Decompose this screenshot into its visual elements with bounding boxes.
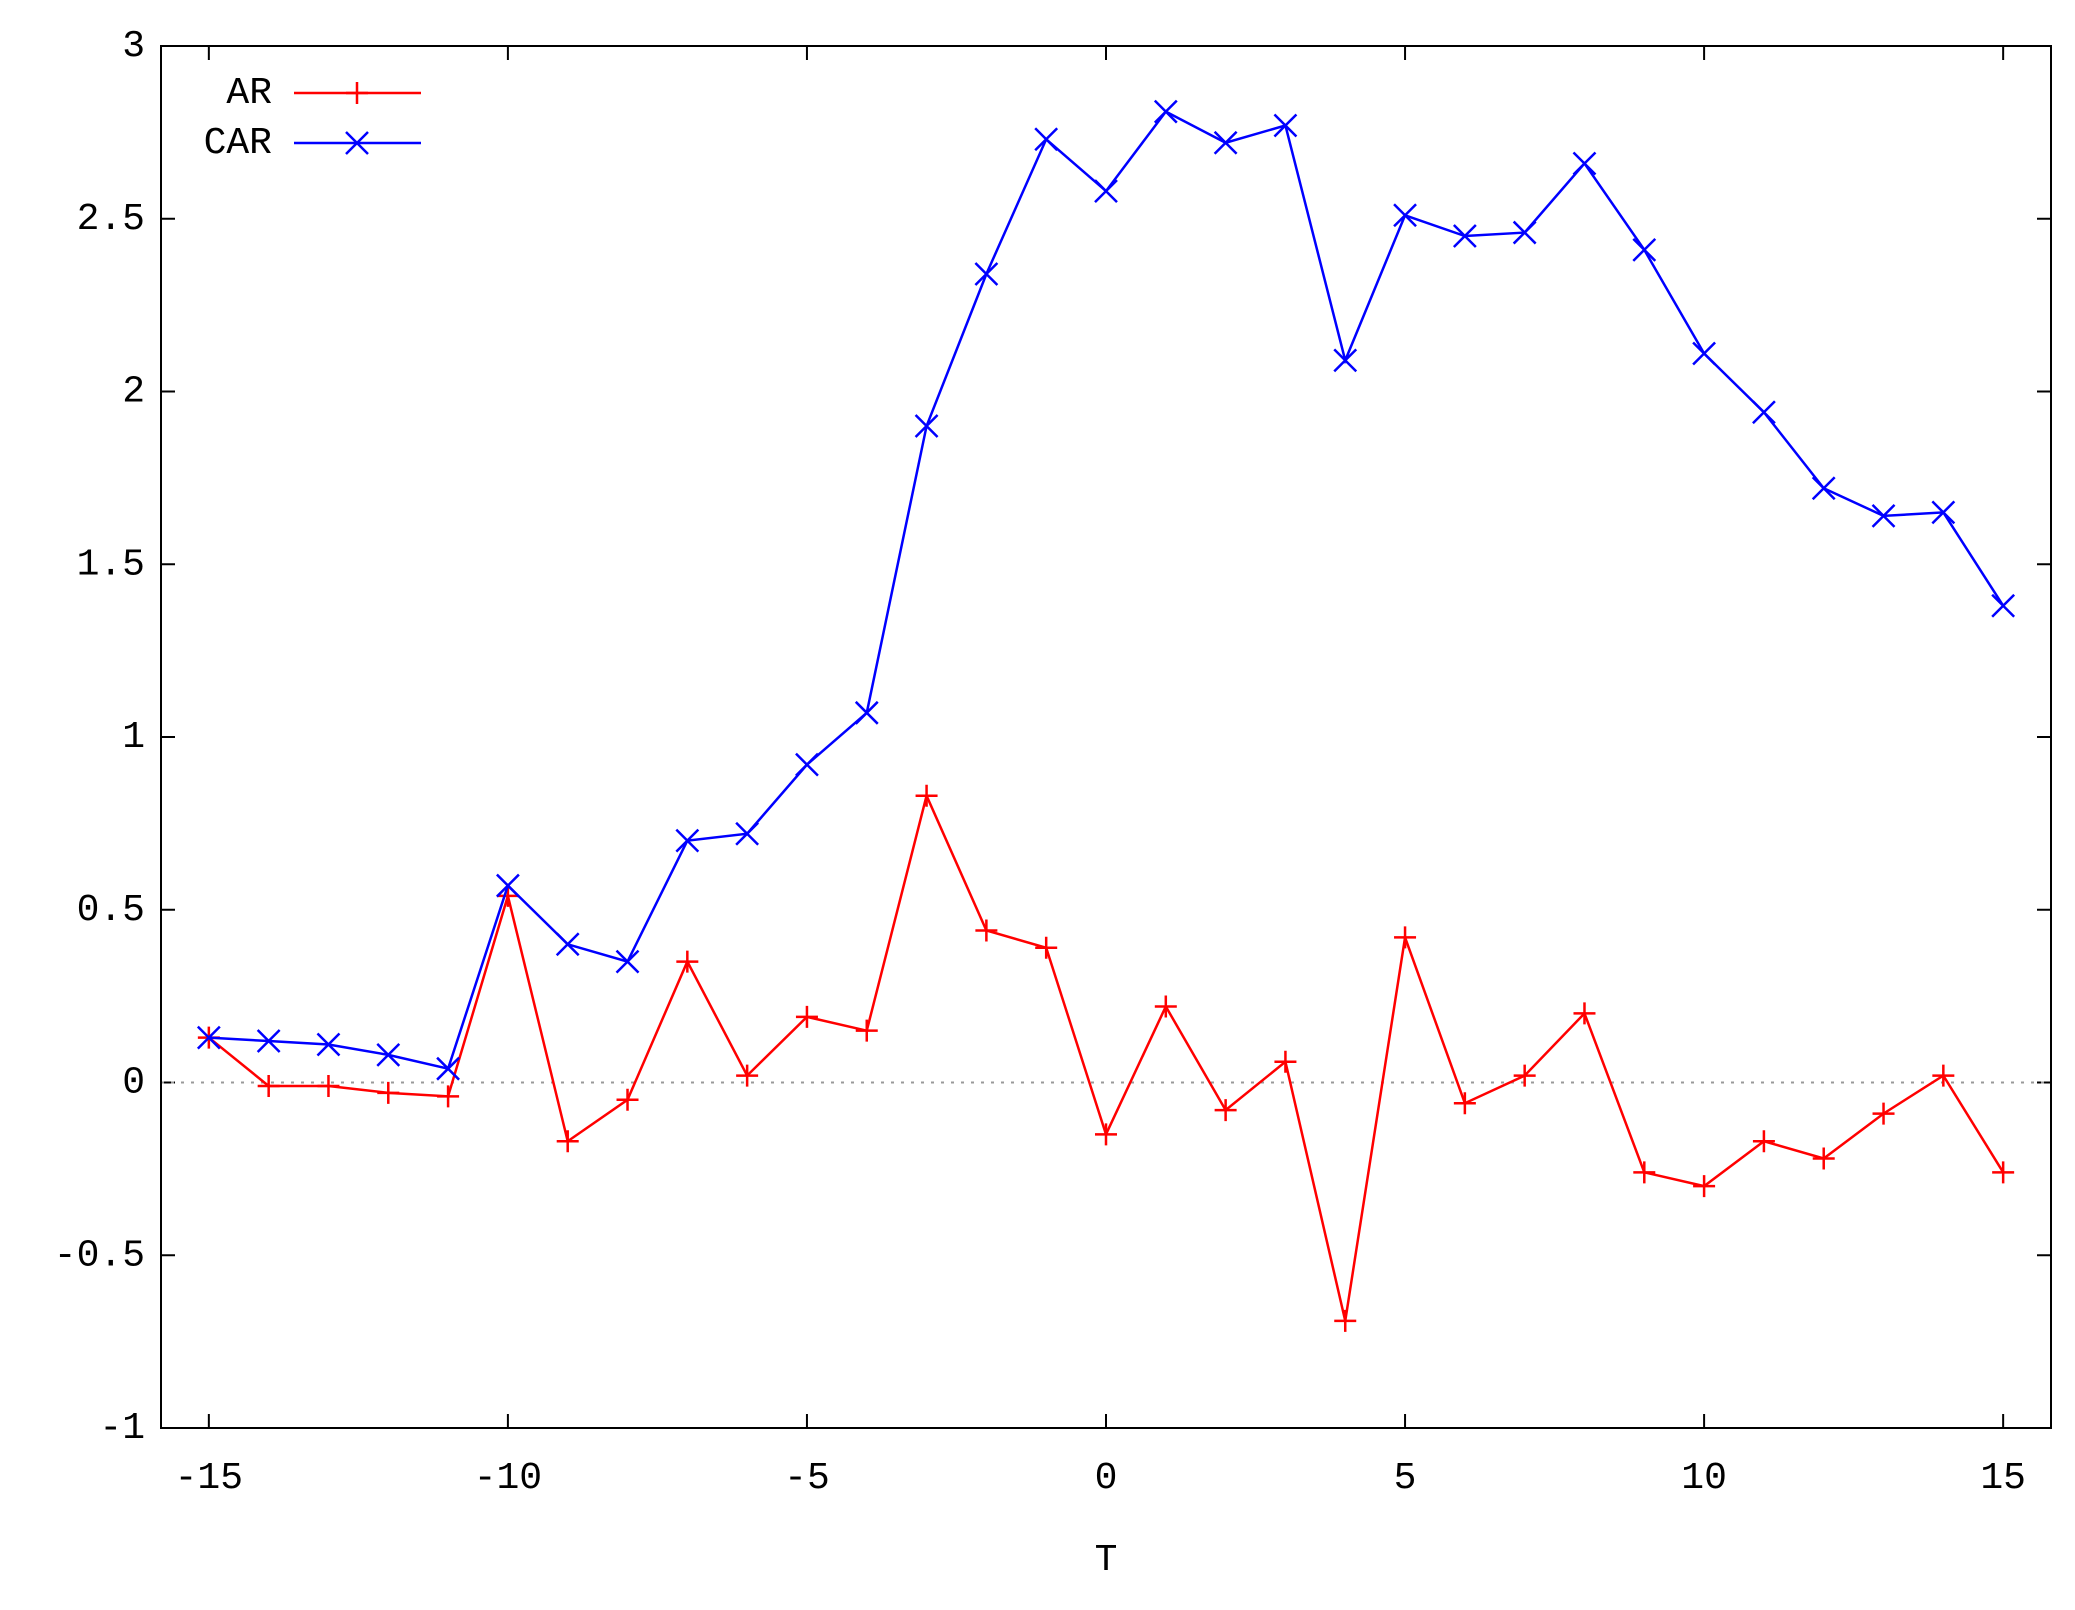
marker	[795, 1005, 818, 1028]
series-line	[208, 791, 2005, 1322]
marker	[1034, 127, 1059, 152]
marker	[1632, 237, 1657, 262]
plot-frame	[160, 45, 2052, 1429]
marker	[196, 1025, 221, 1050]
y-tick-label: 0.5	[77, 889, 145, 932]
x-tick-label: 15	[1980, 1457, 2026, 1500]
marker	[1752, 400, 1776, 425]
marker	[854, 700, 879, 725]
marker	[736, 1064, 759, 1087]
marker	[1573, 1002, 1596, 1025]
legend-label: CAR	[204, 122, 272, 165]
marker	[1572, 151, 1597, 176]
marker	[615, 949, 640, 974]
marker	[346, 82, 368, 104]
marker	[1692, 341, 1716, 366]
marker	[1274, 1050, 1297, 1073]
marker	[436, 1056, 460, 1081]
marker	[1273, 113, 1298, 138]
y-tick-label: 2.5	[77, 198, 145, 241]
marker	[437, 1085, 460, 1108]
y-tick-label: -1	[99, 1407, 145, 1450]
y-tick-label: 0	[122, 1062, 145, 1105]
marker	[975, 919, 998, 942]
y-tick-label: 1.5	[77, 543, 145, 586]
marker	[1513, 1064, 1536, 1087]
marker	[316, 1032, 341, 1057]
marker	[555, 932, 580, 957]
x-tick-label: -10	[474, 1457, 542, 1500]
y-tick-label: 2	[122, 371, 145, 414]
marker	[1752, 1130, 1775, 1153]
legend-label: AR	[226, 72, 272, 115]
marker	[616, 1088, 639, 1111]
marker	[1812, 1147, 1835, 1170]
x-tick-label: -5	[784, 1457, 830, 1500]
marker	[1214, 1099, 1237, 1122]
marker	[1452, 224, 1477, 248]
marker	[1872, 1102, 1895, 1125]
marker	[1213, 130, 1238, 155]
marker	[345, 131, 369, 155]
marker	[676, 950, 699, 973]
marker	[735, 821, 760, 846]
x-tick-label: 0	[1095, 1457, 1118, 1500]
marker	[974, 262, 999, 286]
marker	[675, 828, 700, 853]
marker	[377, 1081, 400, 1104]
marker	[496, 873, 520, 898]
marker	[1992, 1161, 2015, 1184]
marker	[376, 1042, 401, 1067]
y-tick-label: 3	[122, 25, 145, 68]
marker	[1094, 179, 1118, 203]
marker	[317, 1074, 340, 1097]
marker	[1512, 220, 1537, 245]
marker	[1931, 500, 1956, 525]
marker	[1095, 1123, 1117, 1146]
y-tick-label: 1	[122, 716, 145, 759]
marker	[1154, 995, 1177, 1018]
x-tick-label: 5	[1394, 1457, 1417, 1500]
marker	[1633, 1161, 1656, 1184]
marker	[257, 1074, 280, 1097]
marker	[1035, 936, 1058, 959]
marker	[1871, 503, 1896, 528]
x-axis-label: T	[1095, 1539, 1118, 1582]
y-tick-label: -0.5	[54, 1234, 145, 1277]
marker	[1334, 1309, 1357, 1332]
marker	[914, 414, 939, 438]
series-line	[208, 110, 2005, 1071]
marker	[795, 752, 819, 777]
marker	[256, 1029, 281, 1053]
marker	[1153, 99, 1178, 124]
marker	[1393, 203, 1417, 228]
marker	[1811, 476, 1836, 501]
marker	[1333, 348, 1358, 373]
marker	[915, 784, 938, 807]
marker	[1453, 1092, 1476, 1115]
x-tick-label: -15	[175, 1457, 243, 1500]
marker	[1991, 593, 2016, 618]
marker	[1693, 1175, 1716, 1198]
marker	[1394, 926, 1417, 949]
x-tick-label: 10	[1681, 1457, 1727, 1500]
marker	[1932, 1064, 1955, 1087]
marker	[556, 1130, 579, 1153]
marker	[855, 1019, 878, 1042]
